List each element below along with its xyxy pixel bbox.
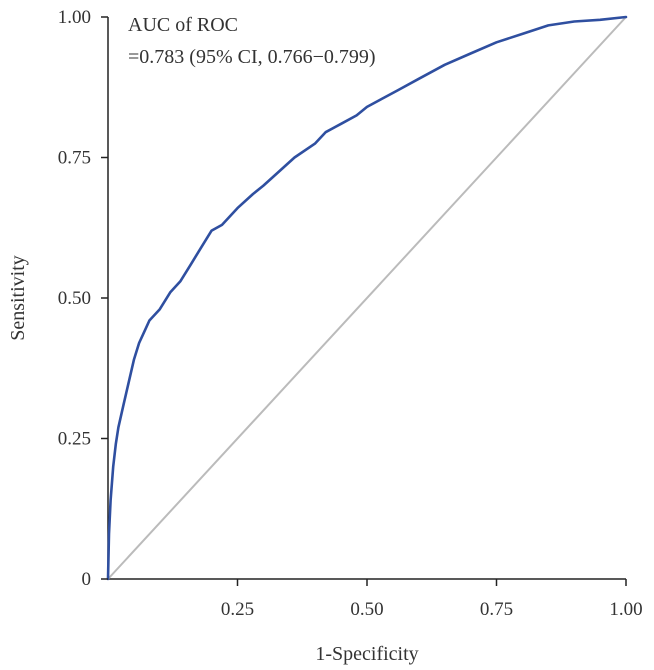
series-layer [106,15,628,581]
x-tick-label: 0.50 [350,599,383,620]
auc-annotation-line1: AUC of ROC [128,14,238,36]
x-tick-label: 0.25 [221,599,254,620]
auc-annotation-line2: =0.783 (95% CI, 0.766−0.799) [128,46,376,68]
y-axis-title: Sensitivity [7,255,29,341]
roc-curve-line [106,15,628,581]
y-tick-label: 0.25 [58,429,91,450]
x-tick-label: 1.00 [609,599,642,620]
y-tick-label: 0 [82,569,92,590]
x-axis-title: 1-Specificity [315,643,418,665]
reference-diagonal-line [107,16,627,580]
y-tick-label: 0.75 [58,148,91,169]
x-tick-label: 0.75 [480,599,513,620]
y-tick-label: 1.00 [58,7,91,28]
y-tick-label: 0.50 [58,288,91,309]
ticks-layer: 0 0.25 0.50 0.75 1.00 0.25 0.50 0.75 1.00 [58,7,643,620]
